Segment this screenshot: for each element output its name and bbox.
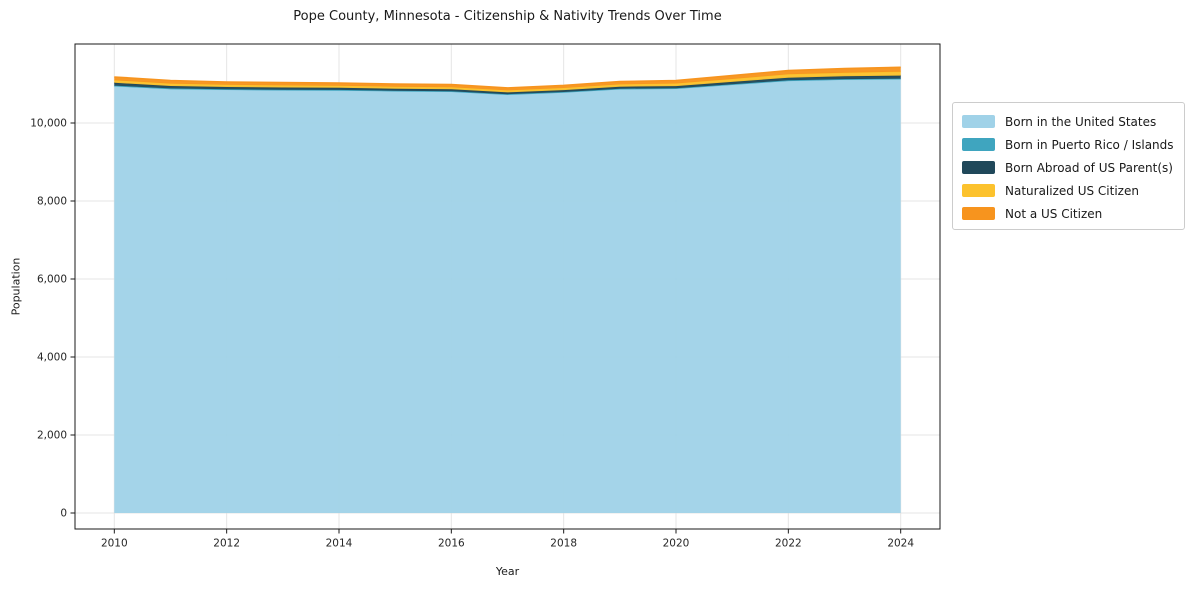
legend: Born in the United States Born in Puerto … <box>952 102 1185 230</box>
legend-item: Born in Puerto Rico / Islands <box>962 133 1174 156</box>
area-band <box>114 71 901 93</box>
y-tick-label: 4,000 <box>37 352 67 364</box>
y-tick-label: 2,000 <box>37 430 67 442</box>
y-tick-label: 6,000 <box>37 274 67 286</box>
legend-label: Naturalized US Citizen <box>1005 183 1139 198</box>
legend-item: Born in the United States <box>962 110 1174 133</box>
legend-label: Not a US Citizen <box>1005 206 1103 221</box>
legend-swatch-icon <box>962 161 995 174</box>
legend-swatch-icon <box>962 184 995 197</box>
legend-swatch-icon <box>962 115 995 128</box>
plot-border <box>74 43 941 530</box>
legend-swatch-icon <box>962 138 995 151</box>
legend-label: Born in the United States <box>1005 114 1157 129</box>
x-tick-label: 2024 <box>887 538 914 550</box>
x-tick-label: 2020 <box>663 538 690 550</box>
x-tick-label: 2014 <box>326 538 353 550</box>
legend-item: Naturalized US Citizen <box>962 179 1174 202</box>
y-tick-label: 0 <box>60 508 67 520</box>
x-tick-label: 2012 <box>213 538 240 550</box>
x-tick-label: 2022 <box>775 538 802 550</box>
y-tick-label: 8,000 <box>37 196 67 208</box>
chart-title: Pope County, Minnesota - Citizenship & N… <box>293 9 722 24</box>
x-tick-label: 2016 <box>438 538 465 550</box>
y-axis-label: Population <box>9 257 23 316</box>
area-band-edge <box>114 66 901 89</box>
legend-label: Born Abroad of US Parent(s) <box>1005 160 1173 175</box>
area-band <box>114 67 901 91</box>
area-band <box>114 79 901 514</box>
legend-swatch-icon <box>962 207 995 220</box>
legend-item: Born Abroad of US Parent(s) <box>962 156 1174 179</box>
x-tick-label: 2018 <box>550 538 577 550</box>
x-axis-label: Year <box>495 565 520 578</box>
x-tick-label: 2010 <box>101 538 128 550</box>
area-band <box>114 75 901 95</box>
y-tick-label: 10,000 <box>30 118 67 130</box>
legend-label: Born in Puerto Rico / Islands <box>1005 137 1174 152</box>
legend-item: Not a US Citizen <box>962 202 1174 225</box>
